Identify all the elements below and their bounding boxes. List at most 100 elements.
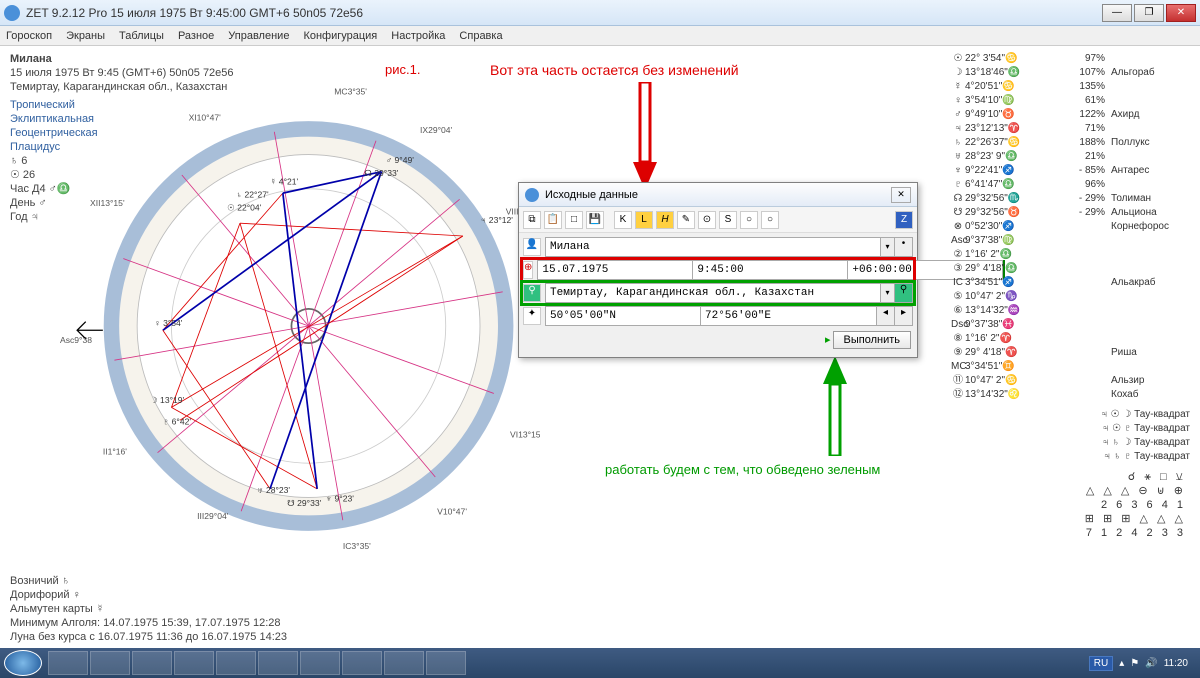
svg-text:IC3°35': IC3°35' [343, 541, 371, 551]
name-extra-button[interactable]: • [895, 237, 913, 257]
element-symbols: ⊞ ⊞ ⊞ △ △ △ [951, 512, 1196, 526]
task-item[interactable] [342, 651, 382, 675]
planet-row: ☉22° 3'54"♋97% [951, 52, 1196, 66]
planet-row: ⑫13°14'32"♌Кохаб [951, 388, 1196, 402]
time-input[interactable] [693, 260, 848, 280]
task-item[interactable] [132, 651, 172, 675]
svg-text:♄ 22°27': ♄ 22°27' [236, 189, 269, 199]
planet-row: ③29° 4'18"♎ [951, 262, 1196, 276]
task-item[interactable] [258, 651, 298, 675]
coord-left-button[interactable]: ◂ [877, 306, 895, 326]
svg-text:VI13°15': VI13°15' [510, 429, 540, 439]
close-button[interactable]: ✕ [1166, 4, 1196, 22]
name-input[interactable] [545, 237, 881, 257]
task-item[interactable] [426, 651, 466, 675]
execute-button[interactable]: Выполнить [833, 331, 911, 349]
tb-new-icon[interactable]: □ [565, 211, 583, 229]
auriga: Возничий ♄ [10, 574, 287, 588]
svg-text:♇ 6°42': ♇ 6°42' [163, 417, 192, 427]
place-atlas-button[interactable]: ⚲ [895, 283, 913, 303]
annotation-red-text: Вот эта часть остается без изменений [490, 62, 739, 78]
task-item[interactable] [216, 651, 256, 675]
tb-z-icon[interactable]: Z [895, 211, 913, 229]
tb-o2-icon[interactable]: ○ [761, 211, 779, 229]
aspect-row: ♃ ☉ ♇ Тау-квадрат [951, 422, 1196, 436]
minimize-button[interactable]: — [1102, 4, 1132, 22]
dialog-close-button[interactable]: ✕ [891, 187, 911, 203]
annotation-green-text: работать будем с тем, что обведено зелен… [605, 462, 880, 477]
planet-row: ②1°16' 2"♎ [951, 248, 1196, 262]
tray-icon[interactable]: ▴ [1119, 658, 1124, 669]
task-item[interactable] [48, 651, 88, 675]
tb-k-icon[interactable]: K [614, 211, 632, 229]
planet-row: ♇6°41'47"♎96% [951, 178, 1196, 192]
svg-text:V10°47': V10°47' [437, 507, 467, 517]
svg-text:XII13°15': XII13°15' [90, 198, 125, 208]
tray-icon[interactable]: ⚑ [1130, 658, 1139, 669]
place-input[interactable] [545, 283, 881, 303]
tray-icon[interactable]: 🔊 [1145, 658, 1157, 669]
svg-text:IX29°04': IX29°04' [420, 125, 453, 135]
tb-tool-icon[interactable]: ✎ [677, 211, 695, 229]
lat-input[interactable] [545, 306, 701, 326]
menu-item[interactable]: Справка [459, 30, 502, 42]
svg-text:☽ 13°19': ☽ 13°19' [150, 395, 185, 405]
task-item[interactable] [300, 651, 340, 675]
svg-text:II1°16': II1°16' [103, 447, 127, 457]
menu-item[interactable]: Настройка [391, 30, 445, 42]
source-data-dialog: Исходные данные ✕ ⧉ 📋 □ 💾 K L H ✎ ⊙ S ○ … [518, 182, 918, 358]
tb-o1-icon[interactable]: ○ [740, 211, 758, 229]
dialog-titlebar[interactable]: Исходные данные ✕ [519, 183, 917, 207]
annotation-figure-label: рис.1. [385, 62, 420, 77]
svg-text:♅ 28°23': ♅ 28°23' [257, 485, 290, 495]
start-button[interactable] [4, 650, 42, 676]
task-item[interactable] [174, 651, 214, 675]
annotation-green-arrow [820, 356, 850, 456]
name-field-icon[interactable]: 👤 [523, 238, 541, 256]
date-field-icon[interactable]: ⊕ [523, 261, 533, 279]
menu-item[interactable]: Экраны [66, 30, 105, 42]
menu-item[interactable]: Разное [178, 30, 214, 42]
planet-row: Asc9°37'38"♍ [951, 234, 1196, 248]
language-indicator[interactable]: RU [1089, 656, 1113, 671]
svg-text:MC3°35': MC3°35' [334, 87, 367, 97]
planet-row: MC3°34'51"♊ [951, 360, 1196, 374]
dignity-symbols: △ △ △ ⊖ ⊎ ⊕ [951, 484, 1196, 498]
tb-circle-icon[interactable]: ⊙ [698, 211, 716, 229]
app-icon [4, 5, 20, 21]
menu-item[interactable]: Управление [228, 30, 289, 42]
task-item[interactable] [90, 651, 130, 675]
menu-item[interactable]: Таблицы [119, 30, 164, 42]
tb-copy-icon[interactable]: ⧉ [523, 211, 541, 229]
name-dropdown[interactable]: ▾ [881, 237, 895, 257]
tb-l-icon[interactable]: L [635, 211, 653, 229]
aspect-row: ♃ ♄ ☽ Тау-квадрат [951, 436, 1196, 450]
date-input[interactable] [537, 260, 693, 280]
planet-row: ⑥13°14'32"♒ [951, 304, 1196, 318]
place-dropdown[interactable]: ▾ [881, 283, 895, 303]
aspect-symbols-row: ☌ ⚹ □ ⚺ [951, 470, 1196, 484]
task-item[interactable] [384, 651, 424, 675]
tb-save-icon[interactable]: 💾 [586, 211, 604, 229]
svg-text:♂ 9°49': ♂ 9°49' [386, 155, 415, 165]
coord-right-button[interactable]: ▸ [895, 306, 913, 326]
natal-date: 15 июля 1975 Вт 9:45 (GMT+6) 50n05 72e56 [10, 66, 234, 80]
planet-row: ☽13°18'46"♎107%Альгораб [951, 66, 1196, 80]
menu-item[interactable]: Гороскоп [6, 30, 52, 42]
maximize-button[interactable]: ❐ [1134, 4, 1164, 22]
planet-row: ☿4°20'51"♋135% [951, 80, 1196, 94]
tb-paste-icon[interactable]: 📋 [544, 211, 562, 229]
lon-input[interactable] [701, 306, 877, 326]
coords-field-icon[interactable]: ✦ [523, 307, 541, 325]
dialog-icon [525, 188, 539, 202]
dialog-title: Исходные данные [545, 189, 891, 201]
chart-footer-info: Возничий ♄ Дорифорий ♀ Альмутен карты ☿ … [10, 574, 287, 644]
planet-row: ♄22°26'37"♋188%Поллукс [951, 136, 1196, 150]
tb-s-icon[interactable]: S [719, 211, 737, 229]
tb-h-icon[interactable]: H [656, 211, 674, 229]
menu-item[interactable]: Конфигурация [303, 30, 377, 42]
dialog-toolbar: ⧉ 📋 □ 💾 K L H ✎ ⊙ S ○ ○ Z [519, 207, 917, 233]
place-field-icon[interactable]: ⚲ [523, 284, 541, 302]
clock[interactable]: 11:20 [1164, 658, 1188, 669]
count-row-1: 2 6 3 6 4 1 [951, 498, 1196, 512]
